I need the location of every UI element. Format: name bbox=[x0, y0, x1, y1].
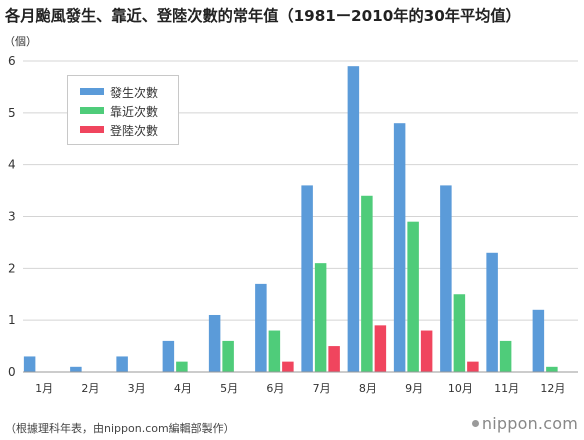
x-tick-label-10: 11月 bbox=[494, 382, 519, 395]
x-tick-label-8: 9月 bbox=[405, 382, 423, 395]
x-tick-label-1: 2月 bbox=[81, 382, 99, 395]
y-tick-label-5: 5 bbox=[8, 106, 16, 120]
bar-1-10 bbox=[499, 340, 512, 372]
bar-0-2 bbox=[116, 356, 128, 372]
bar-1-9 bbox=[453, 294, 466, 372]
bar-0-11 bbox=[532, 309, 545, 372]
brand-dot-icon bbox=[471, 420, 479, 427]
bar-1-4 bbox=[222, 340, 234, 372]
y-tick-label-4: 4 bbox=[8, 158, 16, 172]
legend-swatch-landfall bbox=[80, 126, 104, 133]
bar-1-5 bbox=[268, 330, 281, 372]
brand-logo: nippon.com bbox=[471, 414, 578, 433]
bar-2-5 bbox=[282, 361, 294, 372]
legend-swatch-occurrence bbox=[80, 88, 104, 95]
bar-0-10 bbox=[486, 252, 498, 372]
bar-2-9 bbox=[467, 361, 479, 372]
y-tick-label-3: 3 bbox=[8, 210, 16, 224]
x-tick-label-6: 7月 bbox=[313, 382, 331, 395]
axes: 0 1 2 3 4 5 6 1月 2月 3月 4月 5月 6月 7月 8月 9月 10月 11月 12月 bbox=[8, 54, 578, 395]
legend-item-occurrence: 發生次數 bbox=[80, 84, 158, 100]
bar-0-3 bbox=[162, 340, 175, 372]
y-axis-label: （個） bbox=[4, 35, 37, 48]
bar-1-8 bbox=[407, 221, 419, 372]
x-tick-label-4: 5月 bbox=[220, 382, 238, 395]
y-tick-label-0: 0 bbox=[8, 365, 16, 379]
x-tick-label-2: 3月 bbox=[128, 382, 146, 395]
x-tick-label-3: 4月 bbox=[174, 382, 192, 395]
legend-label-landfall: 登陸次數 bbox=[110, 124, 159, 138]
y-tick-label-2: 2 bbox=[8, 261, 16, 275]
y-tick-label-6: 6 bbox=[8, 54, 16, 68]
bar-0-9 bbox=[440, 185, 452, 372]
x-tick-label-7: 8月 bbox=[359, 382, 377, 395]
chart-title: 各月颱風發生、靠近、登陸次數的常年值（1981ー2010年的30年平均值） bbox=[5, 7, 521, 25]
bar-0-1 bbox=[70, 366, 82, 372]
bar-0-6 bbox=[301, 185, 313, 372]
bar-1-6 bbox=[314, 263, 327, 372]
bar-2-6 bbox=[328, 346, 340, 372]
bar-0-0 bbox=[23, 356, 36, 372]
legend-label-approach: 靠近次數 bbox=[110, 105, 159, 119]
x-tick-label-5: 6月 bbox=[266, 382, 284, 395]
legend: 發生次數 靠近次數 登陸次數 bbox=[67, 75, 179, 145]
y-tick-label-1: 1 bbox=[8, 313, 16, 327]
brand-text: nippon.com bbox=[481, 414, 578, 433]
bar-1-11 bbox=[546, 366, 558, 372]
bar-0-5 bbox=[255, 283, 267, 372]
legend-label-occurrence: 發生次數 bbox=[110, 86, 159, 100]
x-tick-label-11: 12月 bbox=[540, 382, 565, 395]
bar-1-3 bbox=[176, 361, 188, 372]
legend-swatch-approach bbox=[80, 107, 104, 114]
bars bbox=[23, 66, 558, 372]
x-tick-label-9: 10月 bbox=[448, 382, 473, 395]
legend-item-landfall: 登陸次數 bbox=[80, 122, 158, 138]
x-tick-label-0: 1月 bbox=[35, 382, 53, 395]
bar-0-4 bbox=[208, 314, 221, 372]
bar-2-8 bbox=[420, 330, 433, 372]
source-note: （根據理科年表，由nippon.com編輯部製作） bbox=[5, 422, 235, 435]
bar-0-7 bbox=[347, 66, 360, 372]
bar-0-8 bbox=[393, 123, 406, 372]
legend-item-approach: 靠近次數 bbox=[80, 103, 158, 119]
bar-1-7 bbox=[361, 195, 373, 372]
bar-2-7 bbox=[374, 325, 387, 372]
